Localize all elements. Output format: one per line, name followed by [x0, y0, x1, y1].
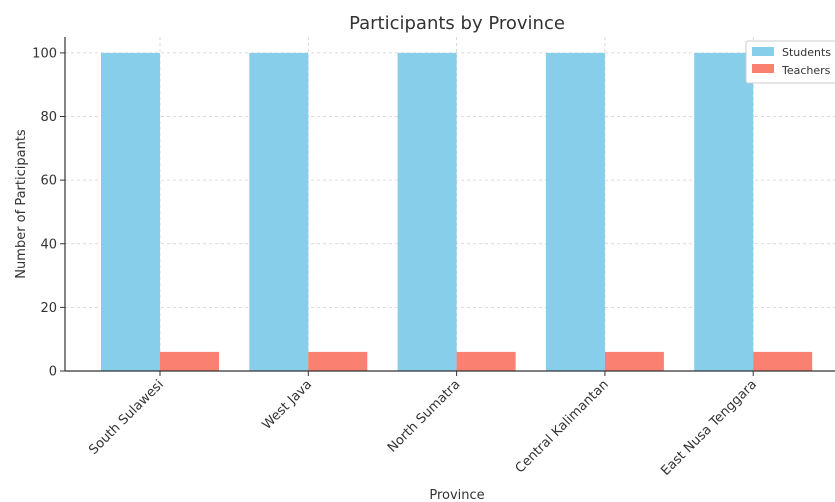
x-ticks: South Sulawesi West Java North Sumatra Cent… [86, 371, 760, 479]
bar-teachers [604, 351, 664, 371]
legend-label-students: Students [782, 46, 831, 59]
legend: Students Teachers [745, 40, 835, 84]
bar-students [397, 52, 457, 372]
bar-students [694, 52, 754, 372]
y-tick-label: 100 [32, 46, 57, 61]
bar-teachers [160, 351, 219, 371]
chart-title: Participants by Province [349, 13, 565, 34]
bar-teachers [456, 351, 516, 371]
bars [101, 52, 813, 372]
bar-students [101, 52, 160, 372]
x-tick-label: East Nusa Tenggara [658, 377, 760, 479]
bar-teachers [308, 351, 368, 371]
legend-label-teachers: Teachers [781, 64, 831, 77]
bar-students [545, 52, 605, 372]
y-tick-label: 20 [40, 301, 57, 316]
x-axis-label: Province [429, 488, 484, 502]
y-tick-label: 0 [49, 365, 57, 380]
y-tick-label: 40 [40, 237, 57, 252]
y-ticks: 0 20 40 60 80 100 [32, 46, 65, 380]
x-tick-label: West Java [260, 377, 316, 433]
x-tick-label: Central Kalimantan [513, 377, 612, 476]
y-tick-label: 80 [40, 110, 57, 125]
y-tick-label: 60 [40, 174, 57, 189]
y-axis-label: Number of Participants [14, 129, 29, 279]
legend-swatch-students [752, 47, 774, 56]
x-tick-label: North Sumatra [385, 377, 464, 456]
bar-teachers [753, 351, 813, 371]
x-tick-label: South Sulawesi [86, 377, 167, 458]
bar-students [249, 52, 309, 372]
legend-swatch-teachers [752, 64, 774, 73]
